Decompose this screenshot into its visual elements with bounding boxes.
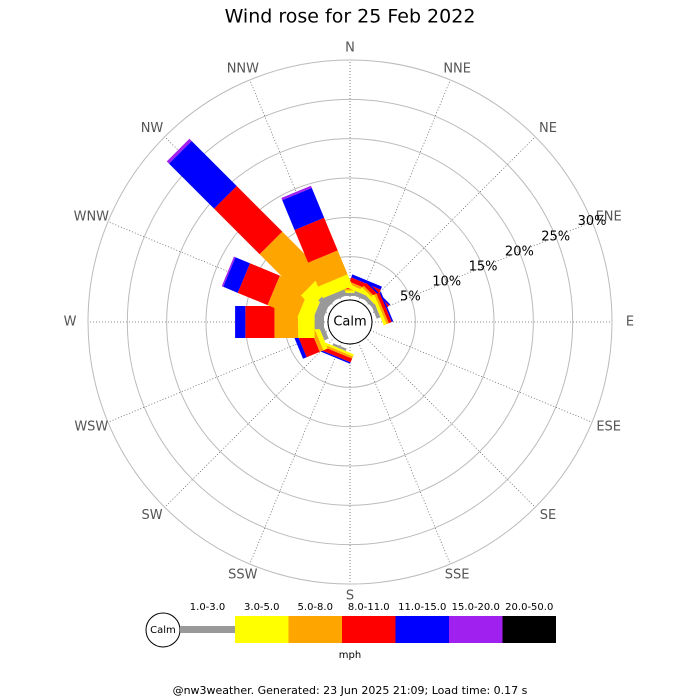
- grid-ring: [205, 177, 495, 467]
- bar-segment: [168, 140, 237, 209]
- bar-segment: [320, 350, 351, 364]
- bar-segment: [282, 187, 325, 230]
- chart-title: Wind rose for 25 Feb 2022: [225, 6, 476, 28]
- direction-label: ESE: [596, 419, 621, 434]
- calm-label: Calm: [333, 315, 366, 330]
- direction-label: SE: [540, 508, 556, 523]
- grid-ring: [87, 59, 613, 585]
- r-tick-label: 20%: [505, 244, 534, 259]
- spoke: [358, 79, 451, 302]
- bar-segment: [321, 346, 353, 363]
- bar-segment: [235, 306, 246, 338]
- legend-swatch: [235, 616, 289, 643]
- bar-segment: [237, 263, 280, 306]
- spoke: [249, 342, 342, 565]
- grid-ring: [126, 98, 574, 546]
- direction-label: NE: [539, 121, 557, 136]
- direction-label: N: [345, 41, 355, 56]
- direction-label: WSW: [74, 419, 108, 434]
- bar-segment: [221, 256, 236, 287]
- direction-label: ENE: [596, 210, 622, 225]
- spoke: [107, 330, 330, 423]
- legend-label: 11.0-15.0: [398, 602, 446, 613]
- direction-label: E: [626, 315, 634, 330]
- grid-ring: [166, 138, 534, 506]
- bar-segment: [281, 185, 312, 201]
- bar-segment: [318, 274, 353, 299]
- bar-segment: [223, 257, 250, 293]
- legend-label: 3.0-5.0: [244, 602, 279, 613]
- legend-swatch: [395, 616, 449, 643]
- bar-segment: [379, 291, 394, 323]
- bar-segment: [330, 289, 347, 301]
- bar-segment: [314, 314, 324, 330]
- bar-segment: [371, 303, 381, 319]
- r-tick-label: 15%: [469, 259, 498, 274]
- calm-circle: [327, 299, 373, 345]
- bar-segment: [376, 292, 392, 324]
- bar-segment: [323, 342, 354, 357]
- bar-segment: [259, 231, 324, 296]
- bar-segment: [351, 274, 382, 290]
- bar-segment: [308, 250, 348, 287]
- legend-swatch: [342, 616, 396, 643]
- bar-segment: [371, 294, 387, 326]
- spoke: [370, 330, 593, 423]
- legend-swatch: [502, 616, 556, 643]
- direction-label: S: [346, 589, 354, 604]
- direction-label: SSE: [445, 568, 470, 583]
- r-tick-label: 25%: [541, 229, 570, 244]
- footer: @nw3weather. Generated: 23 Jun 2025 21:0…: [173, 684, 528, 697]
- direction-label: NW: [141, 121, 164, 136]
- spoke: [370, 221, 593, 314]
- direction-label: NNE: [443, 61, 471, 76]
- bar-segment: [322, 344, 354, 359]
- bar-segment: [294, 217, 338, 263]
- direction-label: WNW: [74, 210, 110, 225]
- r-tick-label: 30%: [578, 214, 607, 229]
- direction-label: W: [64, 315, 77, 330]
- bar-segment: [245, 306, 275, 338]
- direction-label: SSW: [228, 568, 258, 583]
- r-tick-label: 5%: [400, 289, 421, 304]
- legend-label: 20.0-50.0: [505, 602, 553, 613]
- legend-label: 8.0-11.0: [348, 602, 390, 613]
- r-tick-label: 10%: [432, 274, 461, 289]
- spoke: [358, 342, 451, 565]
- legend-swatch: [288, 616, 342, 643]
- legend-unit: mph: [339, 650, 361, 661]
- spoke: [164, 337, 335, 508]
- legend-calm-label: Calm: [150, 625, 176, 636]
- bar-segment: [166, 138, 192, 164]
- bar-segment: [214, 186, 283, 255]
- direction-label: SW: [141, 508, 162, 523]
- bar-segment: [332, 343, 347, 351]
- legend-label: 1.0-3.0: [190, 602, 225, 613]
- legend-label: 15.0-20.0: [452, 602, 500, 613]
- legend-swatch: [180, 626, 235, 633]
- spoke: [365, 136, 536, 307]
- bar-segment: [374, 293, 389, 325]
- direction-label: NNW: [227, 61, 259, 76]
- legend-swatch: [449, 616, 503, 643]
- spoke: [365, 337, 536, 508]
- legend-label: 5.0-8.0: [298, 602, 333, 613]
